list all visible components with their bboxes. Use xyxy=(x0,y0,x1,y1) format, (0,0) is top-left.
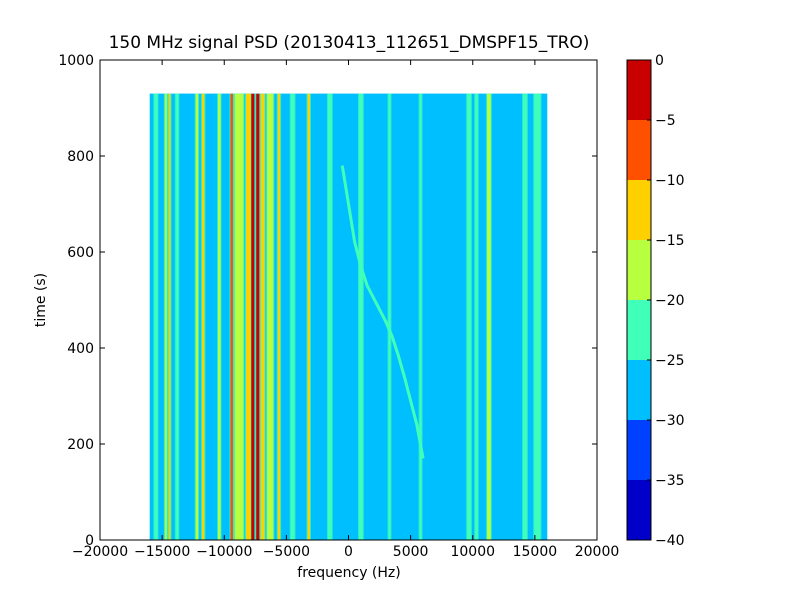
colorbar-bin xyxy=(627,60,651,120)
colorbar-bin xyxy=(627,480,651,540)
colorbar-tick-label: −25 xyxy=(655,353,685,369)
colorbar-bin xyxy=(627,300,651,360)
colorbar-tick-label: −35 xyxy=(655,473,685,489)
x-tick-label: 10000 xyxy=(450,544,495,560)
x-tick-label: 5000 xyxy=(393,544,429,560)
x-tick-label: −10000 xyxy=(196,544,252,560)
signal-line xyxy=(154,93,158,540)
doppler-trace xyxy=(340,165,425,459)
x-tick-label: 20000 xyxy=(575,544,620,560)
signal-line xyxy=(164,93,167,540)
x-tick-label: −15000 xyxy=(134,544,190,560)
colorbar-tick-label: −5 xyxy=(655,113,676,129)
y-tick-label: 400 xyxy=(67,341,94,357)
signal-line xyxy=(218,93,221,540)
signal-line xyxy=(359,93,363,540)
signal-line xyxy=(201,93,205,540)
y-tick-label: 0 xyxy=(85,533,94,549)
signal-line xyxy=(487,93,491,540)
colorbar: 0 −5 −10 −15 −20 −25 −30 −35 −40 xyxy=(626,53,685,549)
signal-line xyxy=(419,93,422,540)
y-tick-label: 200 xyxy=(67,437,94,453)
y-tick-label: 800 xyxy=(67,149,94,165)
colorbar-bin xyxy=(627,240,651,300)
colorbar-tick-label: −30 xyxy=(655,413,685,429)
x-axis-label: frequency (Hz) xyxy=(297,565,400,581)
y-tick-label: 600 xyxy=(67,245,94,261)
x-tick-label: 0 xyxy=(344,544,353,560)
signal-line xyxy=(523,93,527,540)
signal-line xyxy=(251,93,255,540)
signal-line xyxy=(256,93,260,540)
signal-line xyxy=(307,93,310,540)
y-tick-label: 1000 xyxy=(58,53,94,69)
signal-line xyxy=(277,93,281,540)
signal-line xyxy=(467,93,471,540)
signal-line xyxy=(230,93,233,540)
colorbar-tick-label: −40 xyxy=(655,533,685,549)
plot-area: −20000 −15000 −10000 −5000 0 5000 10000 15000 20… xyxy=(58,53,619,560)
colorbar-tick-label: −10 xyxy=(655,173,685,189)
colorbar-tick-label: 0 xyxy=(655,53,664,69)
signal-line xyxy=(245,93,253,540)
signal-line xyxy=(267,93,274,540)
x-tick-label: 15000 xyxy=(513,544,558,560)
signal-line xyxy=(534,93,541,540)
x-tick-label: −5000 xyxy=(263,544,310,560)
colorbar-bin xyxy=(627,360,651,420)
signal-line xyxy=(260,93,265,540)
signal-line xyxy=(234,93,244,540)
colorbar-tick-label: −15 xyxy=(655,233,685,249)
colorbar-bin xyxy=(627,420,651,480)
signal-line xyxy=(195,93,199,540)
colorbar-bin xyxy=(627,180,651,240)
signal-line xyxy=(290,93,295,540)
y-axis-label: time (s) xyxy=(33,273,49,327)
spectrogram-data xyxy=(153,93,542,540)
colorbar-tick-label: −20 xyxy=(655,293,685,309)
signal-line xyxy=(175,93,179,540)
signal-line xyxy=(327,93,332,540)
spectrogram-background xyxy=(149,93,548,540)
signal-line xyxy=(388,93,391,540)
chart-title: 150 MHz signal PSD (20130413_112651_DMSP… xyxy=(109,33,590,53)
signal-line xyxy=(168,93,171,540)
x-tick-label: −20000 xyxy=(72,544,128,560)
signal-line xyxy=(475,93,478,540)
colorbar-bin xyxy=(627,120,651,180)
